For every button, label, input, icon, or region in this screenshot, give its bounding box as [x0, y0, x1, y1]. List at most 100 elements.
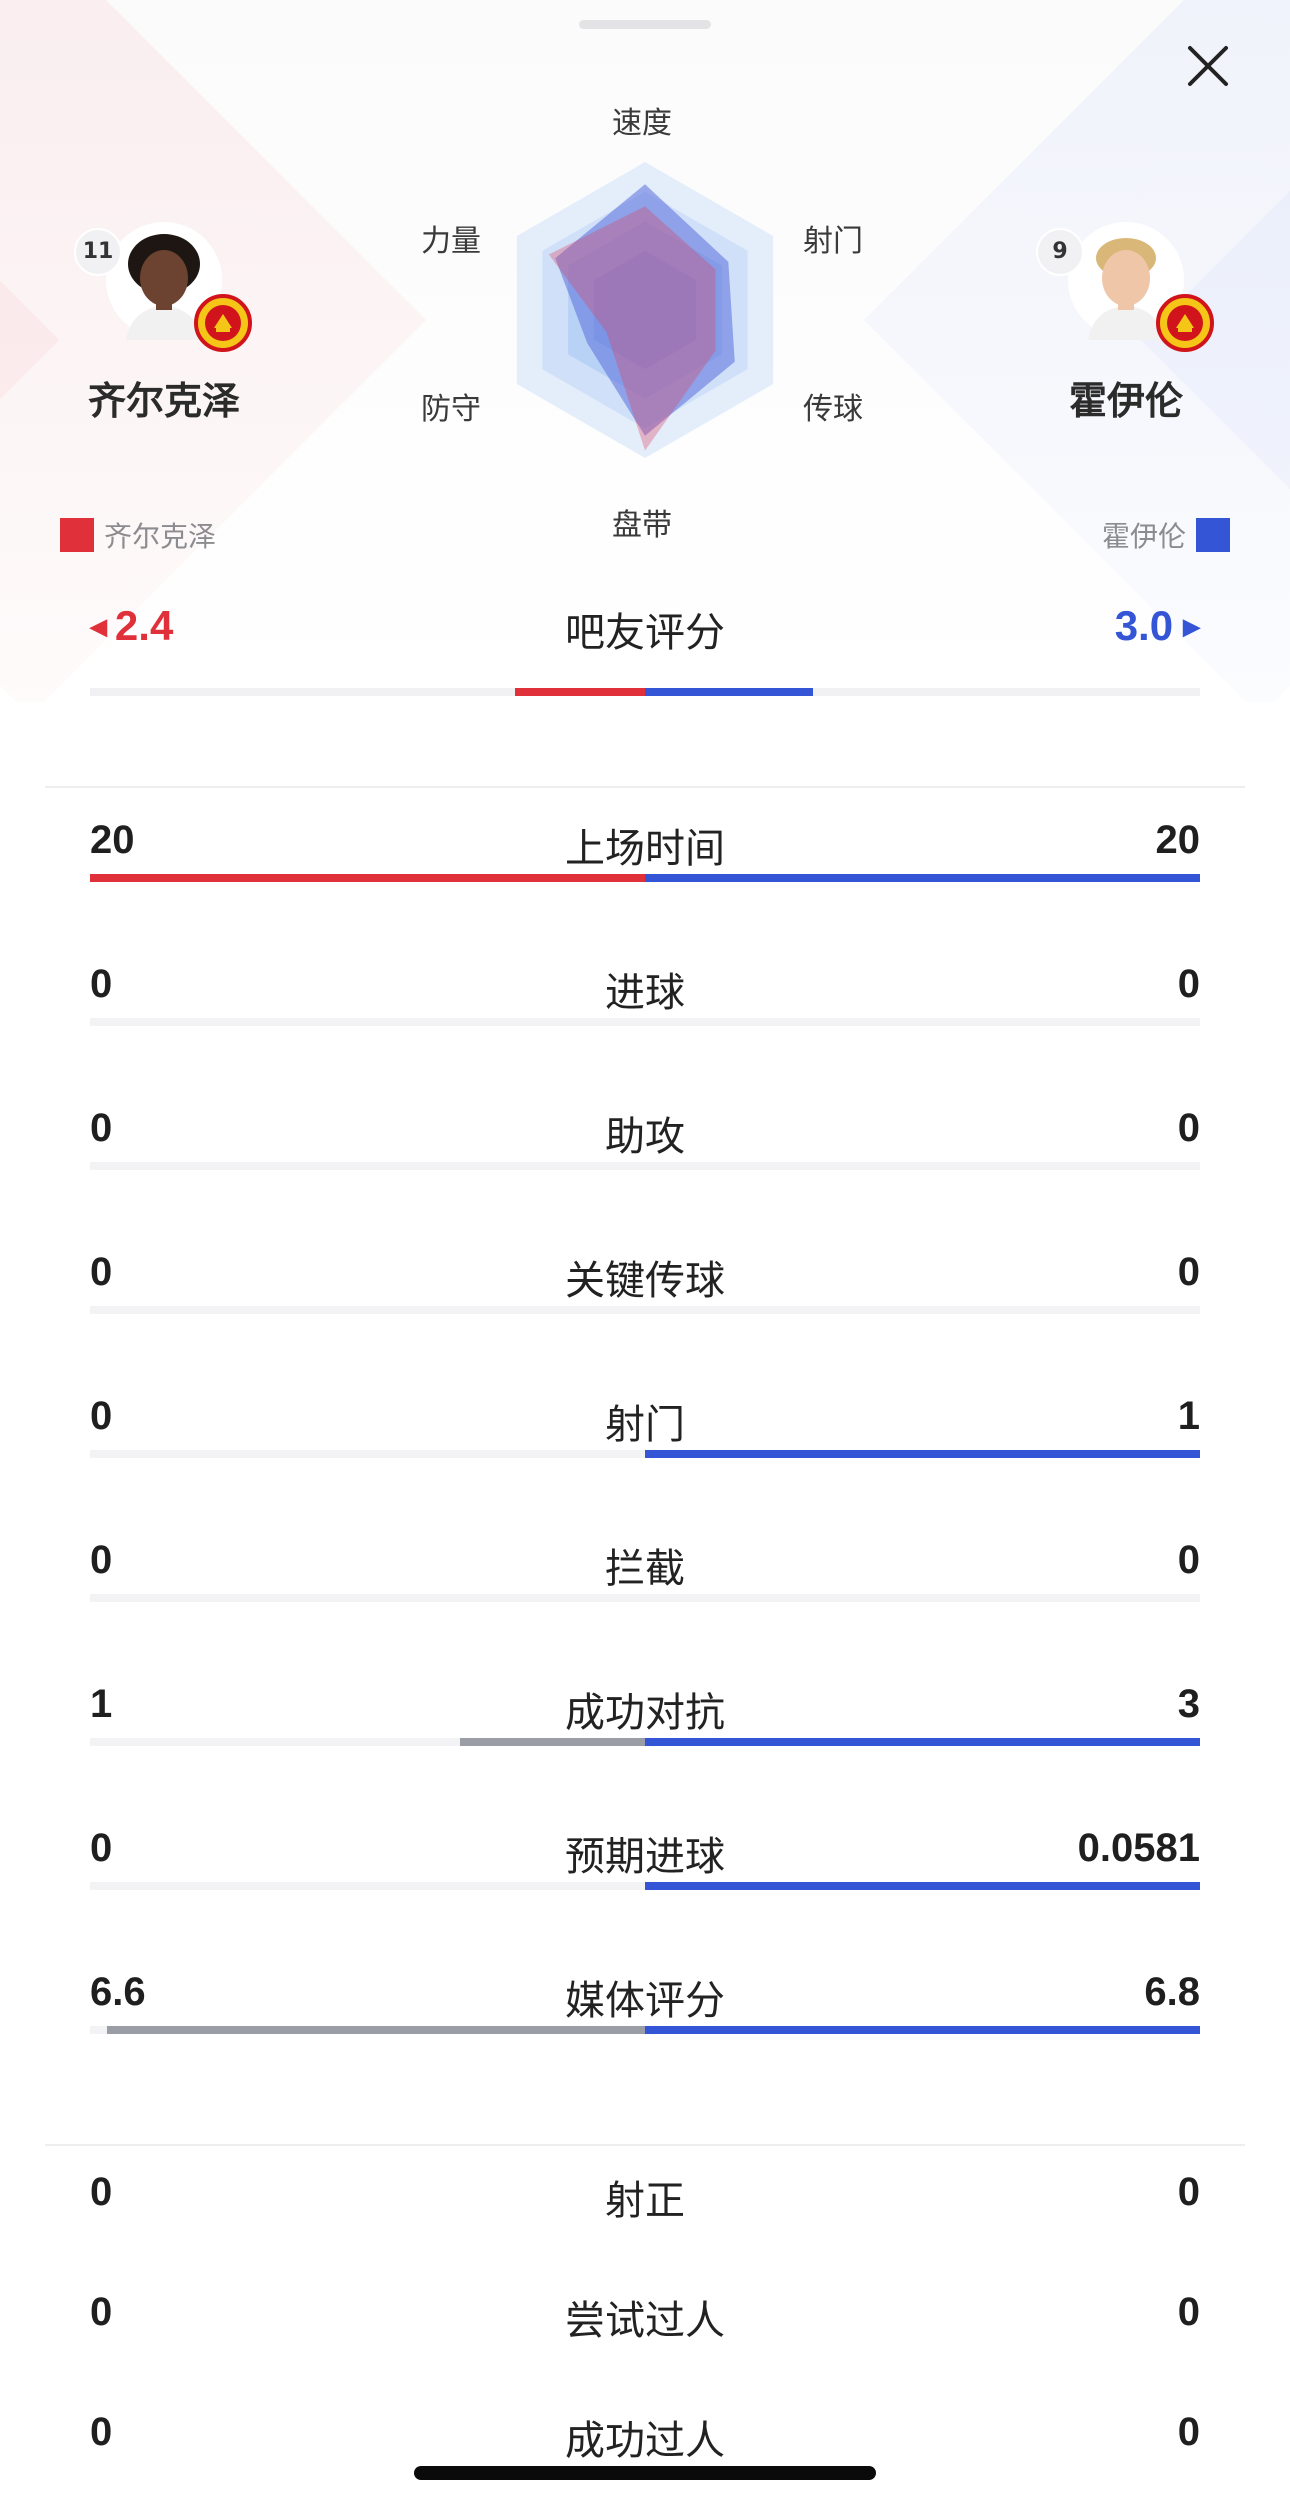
fan-rating-left-value: 2.4 — [114, 602, 174, 649]
stat-label: 预期进球 — [565, 1834, 725, 1880]
legend-right-label: 霍伊伦 — [1101, 520, 1186, 553]
legend-right: 霍伊伦 — [1102, 515, 1230, 555]
stat-bar-track — [90, 2026, 1200, 2034]
stat-label: 关键传球 — [565, 1258, 725, 1304]
stat-right-value: 20 — [1155, 818, 1201, 862]
stat-left-value: 0 — [90, 2290, 113, 2334]
stat-label: 助攻 — [605, 1114, 685, 1160]
stat-row: 6.6 媒体评分 6.8 — [90, 1952, 1200, 2072]
radar-series-left — [548, 206, 716, 451]
stat-right-value: 3 — [1177, 1682, 1200, 1726]
section-divider — [45, 2144, 1245, 2146]
stat-row: 0 关键传球 0 — [90, 1232, 1200, 1352]
stat-row: 1 成功对抗 3 — [90, 1664, 1200, 1784]
fan-rating-left[interactable]: ◀ 2.4 — [90, 602, 173, 650]
stat-right-value: 1 — [1177, 1394, 1200, 1438]
triangle-right-icon: ▶ — [1183, 614, 1200, 639]
stat-row: 0 进球 0 — [90, 944, 1200, 1064]
stat-label: 拦截 — [605, 1546, 685, 1592]
fan-rating-row: ◀ 2.4 吧友评分 3.0 ▶ — [0, 590, 1290, 670]
sheet-drag-handle[interactable] — [579, 20, 711, 29]
stat-row: 0 射正 0 — [90, 2160, 1200, 2240]
legend-left-label: 齐尔克泽 — [104, 520, 217, 553]
stat-right-value: 0 — [1177, 962, 1200, 1006]
triangle-left-icon: ◀ — [90, 614, 107, 639]
stat-left-value: 0 — [90, 1106, 113, 1150]
radar-label-passing: 传球 — [803, 392, 863, 427]
stat-row: 0 尝试过人 0 — [90, 2280, 1200, 2360]
legend-left: 齐尔克泽 — [60, 515, 216, 555]
stat-right-value: 0 — [1177, 2290, 1200, 2334]
stat-bar-right — [645, 874, 1200, 882]
close-icon — [1188, 46, 1228, 86]
radar-series-right — [555, 184, 735, 436]
player-avatar-icon — [1068, 222, 1184, 340]
stat-row: 0 射门 1 — [90, 1376, 1200, 1496]
stat-row: 20 上场时间 20 — [90, 800, 1200, 920]
stat-bar-track — [90, 1882, 1200, 1890]
stat-right-value: 0 — [1177, 1250, 1200, 1294]
radar-label-shooting: 射门 — [803, 224, 863, 259]
stat-left-value: 0 — [90, 962, 113, 1006]
stat-label: 尝试过人 — [565, 2298, 725, 2344]
legend-right-swatch — [1196, 518, 1230, 552]
stat-right-value: 0.0581 — [1077, 1826, 1200, 1870]
player-left-number: 11 — [74, 228, 122, 276]
fan-rating-bar-right — [645, 688, 813, 696]
radar-label-speed: 速度 — [612, 106, 672, 141]
player-right-photo: 9 — [1036, 220, 1214, 352]
stat-label: 射正 — [605, 2178, 685, 2224]
stat-right-value: 0 — [1177, 1538, 1200, 1582]
stat-row: 0 预期进球 0.0581 — [90, 1808, 1200, 1928]
stat-row: 0 助攻 0 — [90, 1088, 1200, 1208]
stat-bar-track — [90, 1162, 1200, 1170]
stat-label: 媒体评分 — [565, 1978, 725, 2024]
club-crest-icon — [194, 294, 252, 352]
stat-bar-track — [90, 874, 1200, 882]
stat-bar-track — [90, 1738, 1200, 1746]
fan-rating-bar-left — [515, 688, 645, 696]
stat-left-value: 0 — [90, 1394, 113, 1438]
stat-left-value: 20 — [90, 818, 135, 862]
player-right-name: 霍伊伦 — [1068, 381, 1183, 423]
home-indicator[interactable] — [414, 2466, 876, 2480]
player-left[interactable]: 11 齐尔克泽 — [74, 220, 254, 425]
stat-left-value: 1 — [90, 1682, 113, 1726]
stat-label: 成功过人 — [565, 2418, 725, 2464]
stat-bar-right — [645, 2026, 1200, 2034]
player-right[interactable]: 9 霍伊伦 — [1036, 220, 1216, 425]
stat-bar-track — [90, 1594, 1200, 1602]
stat-bar-left — [460, 1738, 645, 1746]
stat-right-value: 0 — [1177, 2170, 1200, 2214]
radar-label-dribbling: 盘带 — [612, 508, 672, 543]
legend-left-swatch — [60, 518, 94, 552]
stat-bar-right — [645, 1738, 1200, 1746]
player-left-photo: 11 — [74, 220, 252, 352]
fan-rating-right-value: 3.0 — [1114, 602, 1174, 649]
section-divider — [45, 786, 1245, 788]
stat-left-value: 0 — [90, 1250, 113, 1294]
stat-bar-left — [90, 874, 645, 882]
stat-bar-right — [645, 1450, 1200, 1458]
stat-right-value: 0 — [1177, 1106, 1200, 1150]
fan-rating-right[interactable]: 3.0 ▶ — [1115, 602, 1200, 650]
stat-row: 0 成功过人 0 — [90, 2400, 1200, 2480]
stat-right-value: 0 — [1177, 2410, 1200, 2454]
stat-left-value: 0 — [90, 1826, 113, 1870]
stat-bar-right — [645, 1882, 1200, 1890]
stat-bar-track — [90, 1450, 1200, 1458]
stat-bar-track — [90, 1018, 1200, 1026]
fan-rating-bar — [90, 688, 1200, 696]
player-left-name: 齐尔克泽 — [87, 381, 240, 423]
club-crest-icon — [1156, 294, 1214, 352]
stat-left-value: 0 — [90, 2410, 113, 2454]
stat-left-value: 0 — [90, 2170, 113, 2214]
close-button[interactable] — [1182, 40, 1234, 92]
stat-label: 成功对抗 — [565, 1690, 725, 1736]
radar-label-defense: 防守 — [421, 392, 481, 427]
player-avatar-icon — [106, 222, 222, 340]
player-right-number: 9 — [1036, 228, 1084, 276]
fan-rating-title: 吧友评分 — [565, 610, 725, 656]
stat-label: 射门 — [605, 1402, 685, 1448]
stat-row: 0 拦截 0 — [90, 1520, 1200, 1640]
